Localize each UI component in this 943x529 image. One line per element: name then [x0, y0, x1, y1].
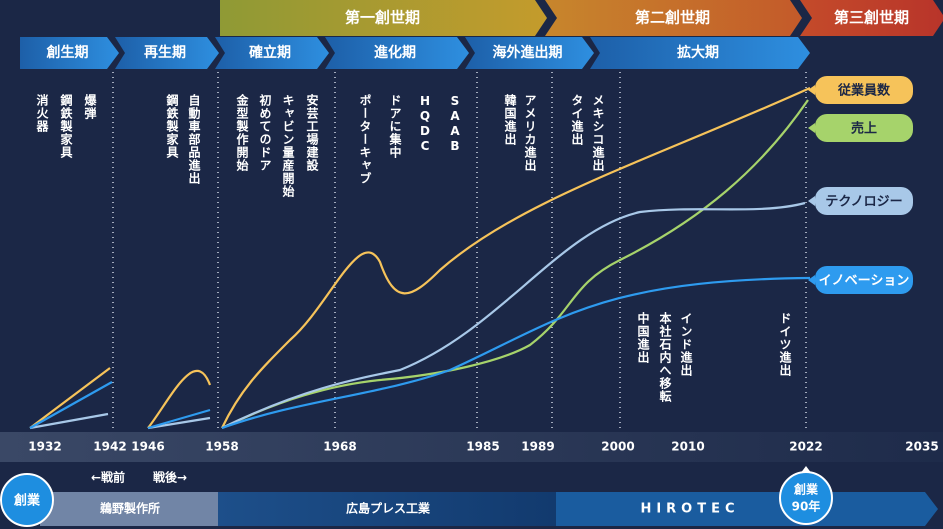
legend-pointer [808, 196, 815, 206]
event-label: ドイツ進出 [778, 312, 792, 377]
year-label: 1932 [28, 440, 61, 454]
legend-pill [815, 187, 913, 215]
event-label: ポーターキャブ [358, 94, 372, 185]
event-label: アメリカ進出 [523, 94, 537, 172]
period-label: ←戦前 [91, 470, 125, 485]
founding-label: 創業 [13, 493, 41, 509]
event-label: 本社石内へ移転 [658, 312, 672, 403]
event-label: 金型製作開始 [235, 94, 249, 172]
era-label: 第三創世期 [834, 9, 909, 27]
phase-band [590, 37, 810, 69]
dividers [112, 72, 807, 432]
year-label: 2010 [671, 440, 704, 454]
year-label: 1985 [466, 440, 499, 454]
legend-pill [815, 266, 913, 294]
legend-pill [815, 114, 913, 142]
era-label: 第二創世期 [635, 9, 710, 27]
event-label: SAAB [448, 94, 462, 154]
legend-label: 売上 [851, 121, 877, 137]
year-label: 1946 [131, 440, 164, 454]
event-label: HQDC [418, 94, 432, 154]
event-label: 韓国進出 [503, 94, 517, 146]
anniversary-badge [779, 471, 833, 525]
company-label: HIROTEC [640, 502, 739, 517]
event-label: 安芸工場建設 [305, 94, 319, 172]
sales-curve [221, 99, 809, 429]
legend-label: イノベーション [819, 274, 910, 289]
year-label: 2035 [905, 440, 938, 454]
legend-label: 従業員数 [837, 83, 891, 99]
event-label: 鋼鉄製家具 [165, 94, 179, 159]
year-label: 2000 [601, 440, 634, 454]
year-axis [0, 432, 943, 462]
anniversary-label: 創業 [793, 482, 819, 497]
event-label: 初めてのドア [258, 94, 272, 172]
event-label: メキシコ進出 [591, 94, 605, 172]
phase-band [20, 37, 119, 69]
era-band [545, 0, 802, 36]
phase-band [465, 37, 594, 69]
event-label: キャビン量産開始 [281, 94, 295, 198]
company-label: 広島プレス工業 [346, 501, 431, 516]
event-label: ドアに集中 [388, 94, 402, 159]
era-band [220, 0, 547, 36]
employee-curve [29, 86, 811, 429]
curves [29, 86, 811, 430]
legend-pointer [808, 123, 815, 133]
legend-pill [815, 76, 913, 104]
company-band [218, 492, 558, 526]
company-band [556, 492, 938, 526]
phase-label: 確立期 [249, 44, 291, 61]
phase-label: 拡大期 [677, 44, 719, 61]
legend-pointer [808, 85, 815, 95]
event-label: 鋼鉄製家具 [59, 94, 73, 159]
company-band [40, 492, 220, 526]
phase-band [215, 37, 329, 69]
event-label: 消火器 [35, 94, 49, 133]
phase-band [325, 37, 469, 69]
event-label: 自動車部品進出 [187, 94, 201, 185]
year-label: 1958 [205, 440, 238, 454]
year-label: 2022 [789, 440, 822, 454]
phase-label: 進化期 [374, 44, 416, 61]
event-label: タイ進出 [570, 94, 584, 146]
phase-label: 海外進出期 [493, 44, 563, 61]
company-label: 鵜野製作所 [99, 501, 160, 516]
anniversary-label: 90年 [792, 499, 821, 514]
year-label: 1968 [323, 440, 356, 454]
innovation-curve [29, 276, 811, 430]
year-label: 1942 [93, 440, 126, 454]
era-label: 第一創世期 [345, 9, 420, 27]
technology-curve [29, 201, 806, 430]
phase-label: 再生期 [144, 44, 186, 61]
legend-label: テクノロジー [825, 195, 902, 210]
legend-pointer [808, 275, 815, 285]
period-label: 戦後→ [153, 470, 187, 485]
event-label: 中国進出 [636, 312, 650, 364]
year-label: 1989 [521, 440, 554, 454]
phase-label: 創生期 [46, 44, 89, 61]
event-label: 爆弾 [83, 94, 97, 120]
founding-badge [0, 473, 54, 527]
era-band [800, 0, 943, 36]
event-label: インド進出 [679, 312, 693, 377]
phase-band [115, 37, 219, 69]
